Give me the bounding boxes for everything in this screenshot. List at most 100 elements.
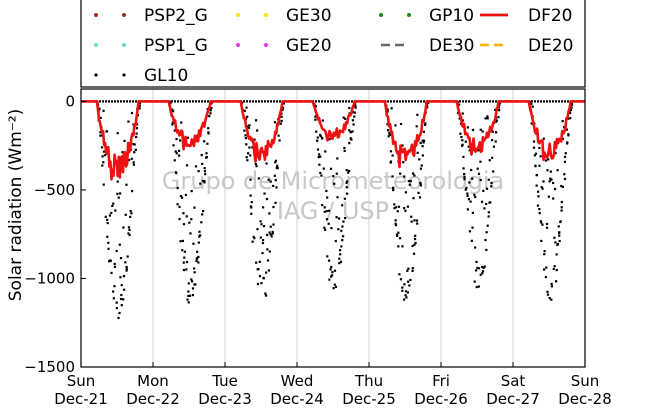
gl10-point xyxy=(462,167,465,170)
gl10-point xyxy=(399,122,403,126)
gl10-point xyxy=(530,122,533,125)
gl10-point xyxy=(185,215,188,218)
gl10-point xyxy=(481,270,485,273)
gl10-point xyxy=(542,180,545,183)
gl10-point xyxy=(251,240,254,243)
gl10-point xyxy=(563,177,567,181)
gl10-point xyxy=(560,209,563,212)
gl10-point xyxy=(266,259,270,262)
gl10-point xyxy=(272,223,275,226)
gl10-point xyxy=(190,218,193,221)
gl10-point xyxy=(558,239,561,243)
gl10-point xyxy=(347,171,350,174)
gl10-point xyxy=(564,152,567,155)
gl10-point xyxy=(113,285,116,288)
gl10-point xyxy=(402,161,405,164)
gl10-point xyxy=(554,241,557,244)
gl10-point xyxy=(314,105,317,108)
gl10-point xyxy=(197,170,200,173)
gl10-point xyxy=(542,137,545,140)
gl10-point xyxy=(560,200,563,204)
grid-lines xyxy=(80,89,586,367)
gl10-point xyxy=(187,282,190,285)
gl10-point xyxy=(319,134,322,138)
gl10-point xyxy=(102,161,105,164)
gl10-point xyxy=(546,293,550,296)
gl10-point xyxy=(392,186,395,189)
gl10-point xyxy=(135,135,138,139)
gl10-point xyxy=(262,276,265,280)
x-tick-label-date: Dec-23 xyxy=(198,390,252,408)
gl10-point xyxy=(401,144,404,147)
gl10-point xyxy=(419,184,422,187)
gl10-point xyxy=(254,163,257,166)
gl10-point xyxy=(246,159,249,162)
gl10-point xyxy=(413,237,417,241)
gl10-point xyxy=(322,167,325,170)
watermark-text: Grupo de Micrometeorologia xyxy=(162,167,504,195)
x-tick-label-date: Dec-26 xyxy=(414,390,468,408)
gl10-point xyxy=(336,196,339,199)
gl10-point xyxy=(485,248,488,252)
gl10-point xyxy=(210,106,213,110)
gl10-point xyxy=(193,271,196,274)
gl10-point xyxy=(327,259,331,262)
gl10-point xyxy=(351,130,354,133)
gl10-point xyxy=(422,139,426,142)
gl10-point xyxy=(492,145,496,148)
gl10-point xyxy=(125,269,128,272)
gl10-point xyxy=(99,116,102,119)
gl10-point xyxy=(132,161,135,164)
gl10-point xyxy=(416,151,419,154)
gl10-point xyxy=(253,138,256,141)
gl10-point xyxy=(270,235,273,238)
gl10-point xyxy=(103,154,107,157)
gl10-point xyxy=(325,210,328,213)
gl10-point xyxy=(484,238,487,242)
gl10-point xyxy=(485,231,488,234)
gl10-point xyxy=(122,275,126,278)
gl10-point xyxy=(112,290,115,293)
gl10-point xyxy=(470,168,473,172)
gl10-point xyxy=(265,162,268,165)
legend-label: PSP2_G xyxy=(144,6,208,26)
gl10-point xyxy=(548,297,551,300)
gl10-point xyxy=(200,221,203,224)
gl10-point xyxy=(397,231,400,234)
x-tick-label-date: Dec-25 xyxy=(342,390,396,408)
gl10-point xyxy=(403,207,406,210)
legend-entry: GP10 xyxy=(379,6,474,26)
gl10-point xyxy=(254,119,258,122)
gl10-point xyxy=(105,130,108,133)
gl10-point xyxy=(482,266,485,269)
gl10-point xyxy=(279,122,282,125)
gl10-point xyxy=(268,212,271,215)
gl10-point xyxy=(543,250,546,253)
x-tick-label-day: Tue xyxy=(211,372,238,390)
gl10-point xyxy=(345,169,348,172)
gl10-point xyxy=(353,111,356,114)
gl10-point xyxy=(245,143,248,146)
gl10-point xyxy=(192,242,195,245)
gl10-point xyxy=(497,116,500,119)
gl10-point xyxy=(116,132,119,135)
gl10-point xyxy=(483,207,486,210)
gl10-point xyxy=(463,175,466,179)
gl10-point xyxy=(135,127,139,130)
gl10-point xyxy=(481,272,484,275)
gl10-point xyxy=(196,256,199,260)
gl10-point xyxy=(110,211,113,215)
gl10-point xyxy=(264,292,267,295)
gl10-point xyxy=(471,226,474,229)
gl10-point xyxy=(404,191,408,194)
gl10-point xyxy=(476,167,479,170)
gl10-point xyxy=(411,244,414,248)
gl10-point xyxy=(323,206,326,209)
gl10-point xyxy=(179,194,183,198)
gl10-point xyxy=(556,243,559,247)
gl10-point xyxy=(460,135,463,139)
gl10-point xyxy=(264,294,268,297)
gl10-point xyxy=(409,180,412,183)
gl10-point xyxy=(398,237,402,240)
gl10-point xyxy=(485,202,488,206)
